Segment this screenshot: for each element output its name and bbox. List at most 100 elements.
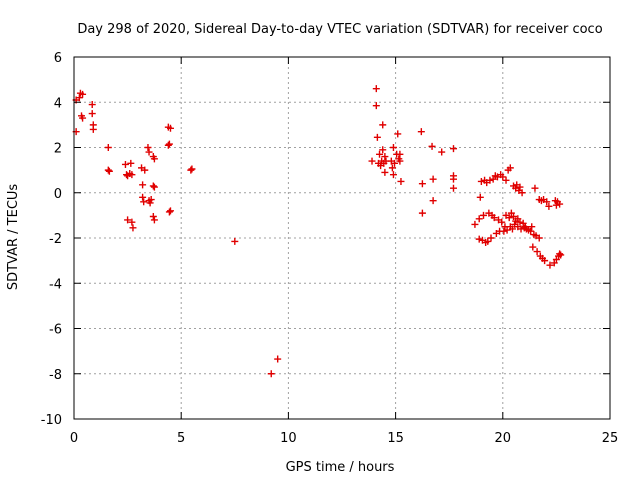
data-point	[535, 234, 543, 242]
data-point	[556, 200, 564, 208]
data-point	[231, 237, 239, 245]
data-point	[527, 227, 535, 235]
data-point	[397, 177, 405, 185]
data-point	[166, 207, 174, 215]
data-point	[475, 235, 483, 243]
data-point	[396, 150, 404, 158]
data-point	[556, 250, 564, 258]
data-point	[187, 166, 195, 174]
data-point	[88, 101, 96, 109]
data-point	[429, 175, 437, 183]
data-point	[381, 168, 389, 176]
data-point	[267, 370, 275, 378]
data-point	[166, 124, 174, 132]
y-tick-label: -2	[49, 232, 62, 247]
data-point	[145, 148, 153, 156]
data-point	[498, 218, 506, 226]
data-point	[531, 184, 539, 192]
data-point	[516, 183, 524, 191]
data-point	[165, 140, 173, 148]
data-point	[104, 166, 112, 174]
data-point	[506, 164, 514, 172]
y-tick-label: 6	[54, 51, 62, 66]
data-point	[418, 209, 426, 217]
x-tick-label: 5	[177, 431, 185, 446]
data-point	[150, 155, 158, 163]
axis-ticks	[73, 56, 611, 420]
data-point	[127, 159, 135, 167]
data-point	[533, 248, 541, 256]
y-tick-label: 4	[54, 96, 62, 111]
data-point	[502, 176, 510, 184]
x-tick-label: 20	[495, 431, 512, 446]
x-tick-label: 10	[280, 431, 297, 446]
data-point	[396, 157, 404, 165]
data-point	[543, 198, 551, 206]
data-point	[139, 181, 147, 189]
data-point	[274, 355, 282, 363]
data-point	[146, 199, 154, 207]
y-tick-label: 2	[54, 142, 62, 157]
data-point	[79, 114, 87, 122]
data-point	[188, 165, 196, 173]
data-point	[545, 202, 553, 210]
data-point	[372, 85, 380, 93]
data-point	[150, 216, 158, 224]
data-point	[104, 144, 112, 151]
data-point	[490, 214, 498, 222]
data-point	[484, 237, 492, 245]
data-point	[557, 251, 565, 259]
data-point	[541, 257, 549, 265]
data-point	[503, 226, 511, 234]
data-point	[79, 90, 87, 98]
y-tick-label: -8	[49, 368, 62, 383]
data-point	[529, 243, 537, 251]
data-point	[476, 193, 484, 201]
data-point	[471, 220, 479, 228]
x-tick-label: 0	[70, 431, 78, 446]
data-point	[480, 211, 488, 219]
data-point	[449, 175, 457, 183]
data-point	[510, 213, 518, 221]
data-point	[388, 164, 396, 172]
data-point	[128, 171, 136, 179]
data-point	[128, 218, 136, 226]
x-tick-labels: 0 5 10 15 20 25	[70, 431, 618, 446]
data-point	[140, 198, 148, 206]
data-point	[379, 146, 387, 154]
data-point	[508, 225, 516, 233]
grid-lines	[74, 57, 610, 419]
data-point	[391, 159, 399, 167]
data-point	[486, 176, 494, 184]
y-tick-label: 0	[54, 187, 62, 202]
data-point	[88, 110, 96, 118]
data-point	[121, 160, 129, 168]
data-point	[438, 148, 446, 156]
data-point	[528, 223, 536, 231]
data-point	[518, 189, 526, 197]
data-point	[372, 102, 380, 110]
data-point	[505, 214, 513, 222]
x-axis-label: GPS time / hours	[286, 460, 395, 475]
data-point	[144, 144, 152, 151]
data-point	[75, 94, 83, 102]
data-point	[165, 208, 173, 216]
data-point	[429, 197, 437, 205]
data-point	[147, 196, 155, 204]
data-point	[394, 130, 402, 138]
data-point	[379, 121, 387, 129]
data-point	[368, 157, 376, 165]
y-tick-label: -4	[49, 277, 62, 292]
data-point	[124, 216, 132, 224]
data-point	[149, 182, 157, 190]
data-point	[164, 141, 172, 149]
data-point	[475, 215, 483, 223]
data-point	[376, 150, 384, 158]
data-point	[89, 125, 97, 133]
data-point	[149, 213, 157, 221]
data-point	[105, 167, 113, 175]
data-point	[141, 166, 149, 174]
data-point	[418, 180, 426, 188]
data-point	[449, 184, 457, 192]
